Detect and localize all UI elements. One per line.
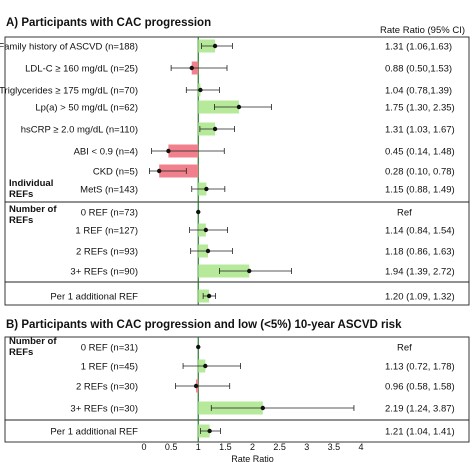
rate-ratio-text-0-0-4: 1.31 (1.03, 1.67)	[385, 125, 455, 136]
rate-ratio-text-1-0-2: 0.96 (0.58, 1.58)	[385, 382, 455, 393]
x-axis-title: Rate Ratio	[231, 454, 274, 462]
row-label-0-1-3: 3+ REFs (n=90)	[70, 267, 138, 278]
row-label-0-0-0: Family history of ASCVD (n=188)	[0, 42, 138, 53]
point-estimate-0-0-7	[204, 186, 209, 192]
point-estimate-0-1-2	[205, 248, 211, 254]
group-box-0-2	[4, 281, 470, 306]
rate-ratio-text-0-0-1: 0.88 (0.50,1.53)	[385, 64, 452, 75]
group-label-0-0: Individual	[9, 178, 53, 189]
panel-a-title: A) Participants with CAC progression	[6, 17, 212, 29]
point-estimate-0-0-1	[189, 65, 194, 71]
row-label-0-0-1: LDL-C ≥ 160 mg/dL (n=25)	[25, 64, 138, 75]
rate-ratio-text-1-0-0: Ref	[397, 343, 412, 354]
x-tick-label-5: 2.5	[273, 442, 286, 452]
point-estimate-1-0-0	[196, 344, 201, 350]
row-label-1-0-1: 1 REF (n=45)	[81, 362, 138, 373]
point-estimate-1-0-2	[193, 383, 199, 389]
rate-ratio-text-0-1-2: 1.18 (0.86, 1.63)	[385, 247, 455, 258]
rate-ratio-text-0-0-0: 1.31 (1.06,1.63)	[385, 42, 452, 53]
point-estimate-0-2-0	[206, 293, 212, 299]
rate-ratio-text-1-0-1: 1.13 (0.72, 1.78)	[385, 362, 455, 373]
point-estimate-0-0-3	[236, 104, 242, 110]
group-label-0-1: Number of	[9, 204, 57, 215]
row-label-0-0-3: Lp(a) > 50 mg/dL (n=62)	[35, 103, 138, 114]
row-label-0-1-0: 0 REF (n=73)	[81, 208, 138, 219]
rate-ratio-text-0-0-6: 0.28 (0.10, 0.78)	[385, 167, 455, 178]
point-estimate-0-1-3	[247, 268, 252, 274]
panel-b-title: B) Participants with CAC progression and…	[6, 319, 402, 331]
rate-ratio-text-0-0-7: 1.15 (0.88, 1.49)	[385, 185, 455, 196]
rate-ratio-text-0-2-0: 1.20 (1.09, 1.32)	[385, 292, 455, 303]
point-estimate-0-0-5	[166, 148, 171, 154]
row-label-0-2-0: Per 1 additional REF	[50, 292, 138, 303]
point-estimate-0-1-1	[203, 227, 209, 233]
row-label-1-0-0: 0 REF (n=31)	[81, 343, 138, 354]
point-estimate-1-1-0	[207, 428, 212, 434]
row-label-1-0-3: 3+ REFs (n=30)	[70, 404, 138, 415]
point-estimate-0-0-4	[212, 126, 218, 132]
row-label-0-1-1: 1 REF (n=127)	[75, 226, 138, 237]
row-label-0-0-2: Triglycerides ≥ 175 mg/dL (n=70)	[0, 86, 138, 97]
rate-ratio-text-0-0-3: 1.75 (1.30, 2.35)	[385, 103, 455, 114]
x-tick-label-8: 4	[358, 442, 363, 452]
row-label-1-0-2: 2 REFs (n=30)	[76, 382, 138, 393]
x-tick-label-6: 3	[304, 442, 309, 452]
row-label-0-0-4: hsCRP ≥ 2.0 mg/dL (n=110)	[21, 125, 138, 136]
row-label-0-0-6: CKD (n=5)	[93, 167, 138, 178]
point-estimate-0-0-6	[156, 168, 162, 174]
point-estimate-0-0-2	[198, 87, 203, 93]
rate-ratio-text-0-0-2: 1.04 (0.78,1.39)	[385, 86, 452, 97]
row-label-0-0-7: MetS (n=143)	[80, 185, 138, 196]
point-estimate-1-0-3	[260, 405, 266, 411]
point-estimate-1-0-1	[203, 363, 208, 369]
x-tick-label-3: 1.5	[219, 442, 232, 452]
rate-ratio-text-0-0-5: 0.45 (0.14, 1.48)	[385, 147, 455, 158]
x-tick-label-2: 1	[196, 442, 201, 452]
rate-ratio-text-1-0-3: 2.19 (1.24, 3.87)	[385, 404, 455, 415]
row-label-0-1-2: 2 REFs (n=93)	[76, 247, 138, 258]
row-label-1-1-0: Per 1 additional REF	[50, 427, 138, 438]
point-estimate-0-0-0	[212, 43, 218, 49]
group-label-1-0-cont: REFs	[9, 347, 33, 358]
group-label-0-0-cont: REFs	[9, 189, 33, 200]
rate-ratio-text-0-1-1: 1.14 (0.84, 1.54)	[385, 226, 455, 237]
rate-ratio-text-0-1-0: Ref	[397, 208, 412, 219]
row-label-0-0-5: ABI < 0.9 (n=4)	[74, 147, 138, 158]
x-tick-label-4: 2	[250, 442, 255, 452]
x-tick-label-1: 0.5	[165, 442, 178, 452]
x-tick-label-7: 3.5	[328, 442, 341, 452]
group-label-1-0: Number of	[9, 336, 57, 347]
rate-ratio-text-1-1-0: 1.21 (1.04, 1.41)	[385, 427, 455, 438]
point-estimate-0-1-0	[196, 209, 201, 215]
x-tick-label-0: 0	[141, 442, 146, 452]
rate-ratio-text-0-1-3: 1.94 (1.39, 2.72)	[385, 267, 455, 278]
group-label-0-1-cont: REFs	[9, 215, 33, 226]
rate-ratio-header-a: Rate Ratio (95% CI)	[380, 25, 466, 36]
group-box-1-1	[4, 419, 470, 443]
